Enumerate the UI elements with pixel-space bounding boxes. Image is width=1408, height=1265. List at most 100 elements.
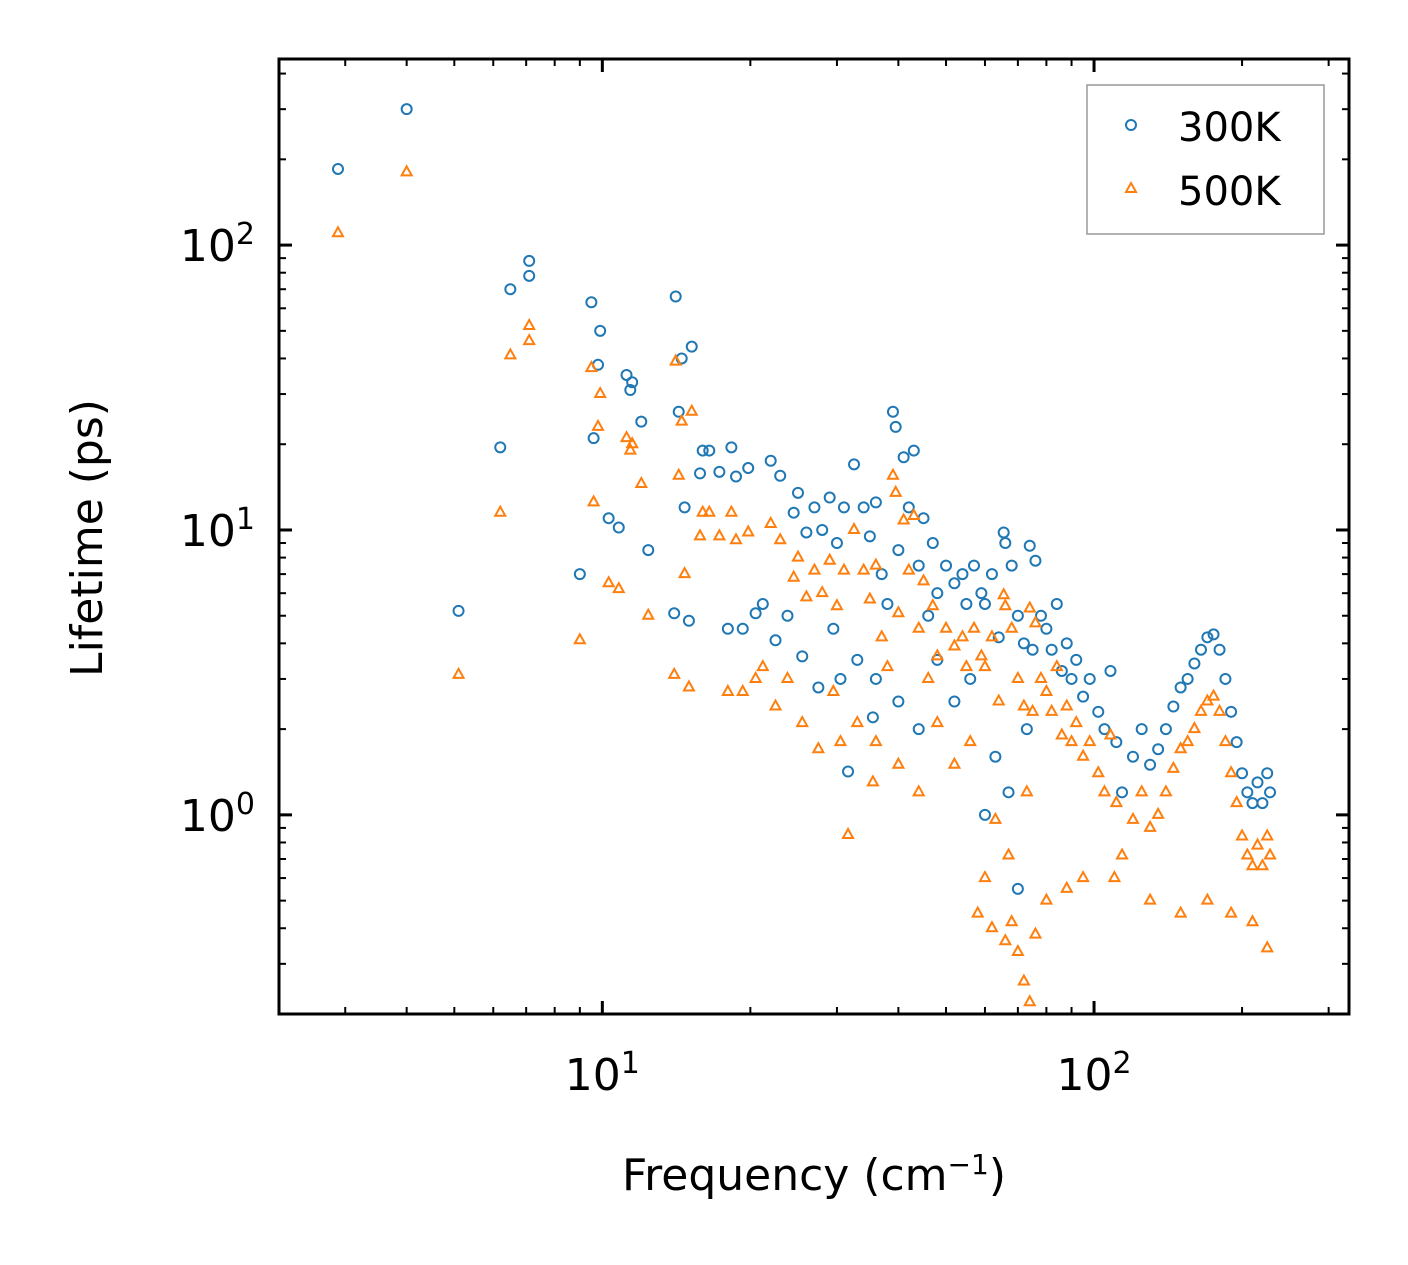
point-300K [635, 415, 648, 428]
point-500K [891, 605, 906, 618]
major-ticks [279, 59, 1349, 1014]
point-300K [624, 383, 637, 396]
point-500K [998, 598, 1013, 611]
point-300K [816, 523, 829, 536]
point-500K [586, 494, 601, 507]
point-300K [626, 376, 639, 389]
point-500K [1017, 698, 1031, 711]
point-300K [1207, 628, 1220, 641]
point-500K [947, 638, 962, 651]
point-500K [721, 683, 735, 696]
point-300K [1050, 597, 1063, 610]
point-300K [808, 501, 821, 514]
legend-marker-500k [1124, 180, 1138, 193]
point-500K [729, 532, 743, 545]
point-500K [634, 475, 648, 489]
point-500K [955, 629, 970, 642]
point-300K [869, 672, 882, 685]
point-300K [1065, 672, 1078, 685]
point-300K [587, 432, 600, 445]
point-300K [812, 681, 825, 694]
point-300K [897, 451, 910, 464]
point-300K [594, 324, 607, 337]
point-500K [939, 620, 953, 633]
point-500K [830, 598, 844, 611]
point-300K [1256, 797, 1269, 810]
point-500K [1115, 847, 1129, 860]
point-500K [591, 418, 605, 431]
point-300K [523, 269, 536, 282]
point-300K [1181, 672, 1194, 685]
point-500K [764, 515, 778, 528]
point-500K [1240, 847, 1255, 860]
point-500K [1224, 905, 1238, 918]
point-500K [1143, 819, 1157, 832]
point-500K [1255, 858, 1270, 871]
point-300K [931, 587, 944, 600]
point-500K [1218, 734, 1233, 747]
point-300K [857, 501, 870, 514]
point-500K [866, 774, 880, 787]
point-500K [1107, 870, 1122, 883]
legend-box [1086, 84, 1325, 235]
point-500K [625, 436, 639, 449]
point-500K [1097, 784, 1112, 797]
point-300K [907, 444, 920, 457]
point-500K [888, 484, 903, 497]
point-300K [642, 544, 655, 557]
point-300K [1011, 609, 1024, 622]
point-500K [1017, 973, 1031, 986]
point-500K [847, 521, 861, 534]
point-300K [1126, 750, 1139, 763]
point-300K [1135, 723, 1148, 736]
point-300K [1083, 672, 1096, 685]
point-300K [1194, 643, 1207, 656]
point-300K [968, 559, 981, 572]
point-300K [1034, 609, 1047, 622]
point-500K [667, 666, 681, 679]
point-500K [841, 826, 855, 839]
point-300K [1201, 631, 1214, 644]
point-500K [971, 905, 985, 918]
point-300K [989, 750, 1002, 763]
point-300K [1167, 700, 1180, 713]
point-300K [400, 103, 413, 116]
point-500K [522, 333, 536, 346]
point-500K [1001, 847, 1016, 860]
point-500K [623, 442, 638, 455]
point-500K [1091, 765, 1105, 778]
point-500K [959, 659, 974, 672]
point-300K [694, 467, 707, 480]
point-500K [724, 504, 739, 517]
point-500K [786, 569, 801, 582]
point-500K [641, 607, 655, 620]
point-500K [1126, 811, 1140, 824]
point-300K [866, 711, 879, 724]
point-300K [1152, 743, 1165, 756]
point-300K [523, 254, 536, 267]
point-500K [1143, 892, 1157, 905]
point-300K [1005, 559, 1018, 572]
point-500K [1250, 837, 1265, 850]
point-500K [880, 659, 895, 672]
point-500K [1263, 847, 1277, 860]
point-500K [702, 504, 716, 517]
point-300K [787, 506, 800, 519]
point-500K [693, 528, 707, 541]
x-tick-label: 101 [565, 1046, 640, 1102]
point-500K [593, 385, 607, 399]
point-500K [1069, 715, 1083, 728]
point-500K [493, 504, 507, 517]
point-500K [1044, 703, 1059, 716]
point-500K [863, 591, 877, 604]
point-300K [886, 405, 899, 418]
point-300K [823, 491, 836, 504]
point-500K [1076, 870, 1090, 883]
point-300K [851, 653, 864, 666]
point-300K [725, 441, 738, 454]
point-300K [1241, 786, 1254, 799]
data-points [331, 103, 1277, 1007]
point-500K [988, 811, 1003, 824]
point-500K [896, 512, 911, 525]
y-tick-label: 101 [180, 501, 255, 557]
